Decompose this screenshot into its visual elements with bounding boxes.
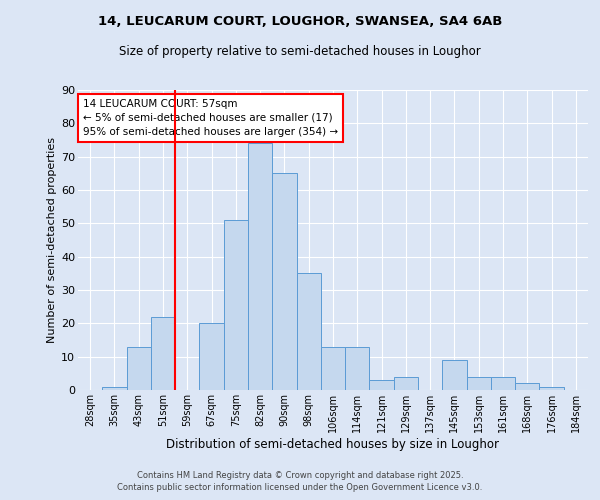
Bar bbox=[539, 386, 564, 390]
Bar bbox=[370, 380, 394, 390]
Bar bbox=[515, 384, 539, 390]
Bar bbox=[151, 316, 175, 390]
Text: 14, LEUCARUM COURT, LOUGHOR, SWANSEA, SA4 6AB: 14, LEUCARUM COURT, LOUGHOR, SWANSEA, SA… bbox=[98, 15, 502, 28]
Text: 14 LEUCARUM COURT: 57sqm
← 5% of semi-detached houses are smaller (17)
95% of se: 14 LEUCARUM COURT: 57sqm ← 5% of semi-de… bbox=[83, 99, 338, 137]
Bar bbox=[296, 274, 321, 390]
Bar bbox=[345, 346, 370, 390]
Text: Contains HM Land Registry data © Crown copyright and database right 2025.
Contai: Contains HM Land Registry data © Crown c… bbox=[118, 471, 482, 492]
Bar bbox=[442, 360, 467, 390]
Bar bbox=[248, 144, 272, 390]
Bar bbox=[491, 376, 515, 390]
Bar bbox=[394, 376, 418, 390]
Y-axis label: Number of semi-detached properties: Number of semi-detached properties bbox=[47, 137, 57, 343]
Bar bbox=[127, 346, 151, 390]
Bar bbox=[102, 386, 127, 390]
Bar bbox=[467, 376, 491, 390]
Bar bbox=[224, 220, 248, 390]
X-axis label: Distribution of semi-detached houses by size in Loughor: Distribution of semi-detached houses by … bbox=[167, 438, 499, 450]
Bar bbox=[272, 174, 296, 390]
Bar bbox=[199, 324, 224, 390]
Bar bbox=[321, 346, 345, 390]
Text: Size of property relative to semi-detached houses in Loughor: Size of property relative to semi-detach… bbox=[119, 45, 481, 58]
